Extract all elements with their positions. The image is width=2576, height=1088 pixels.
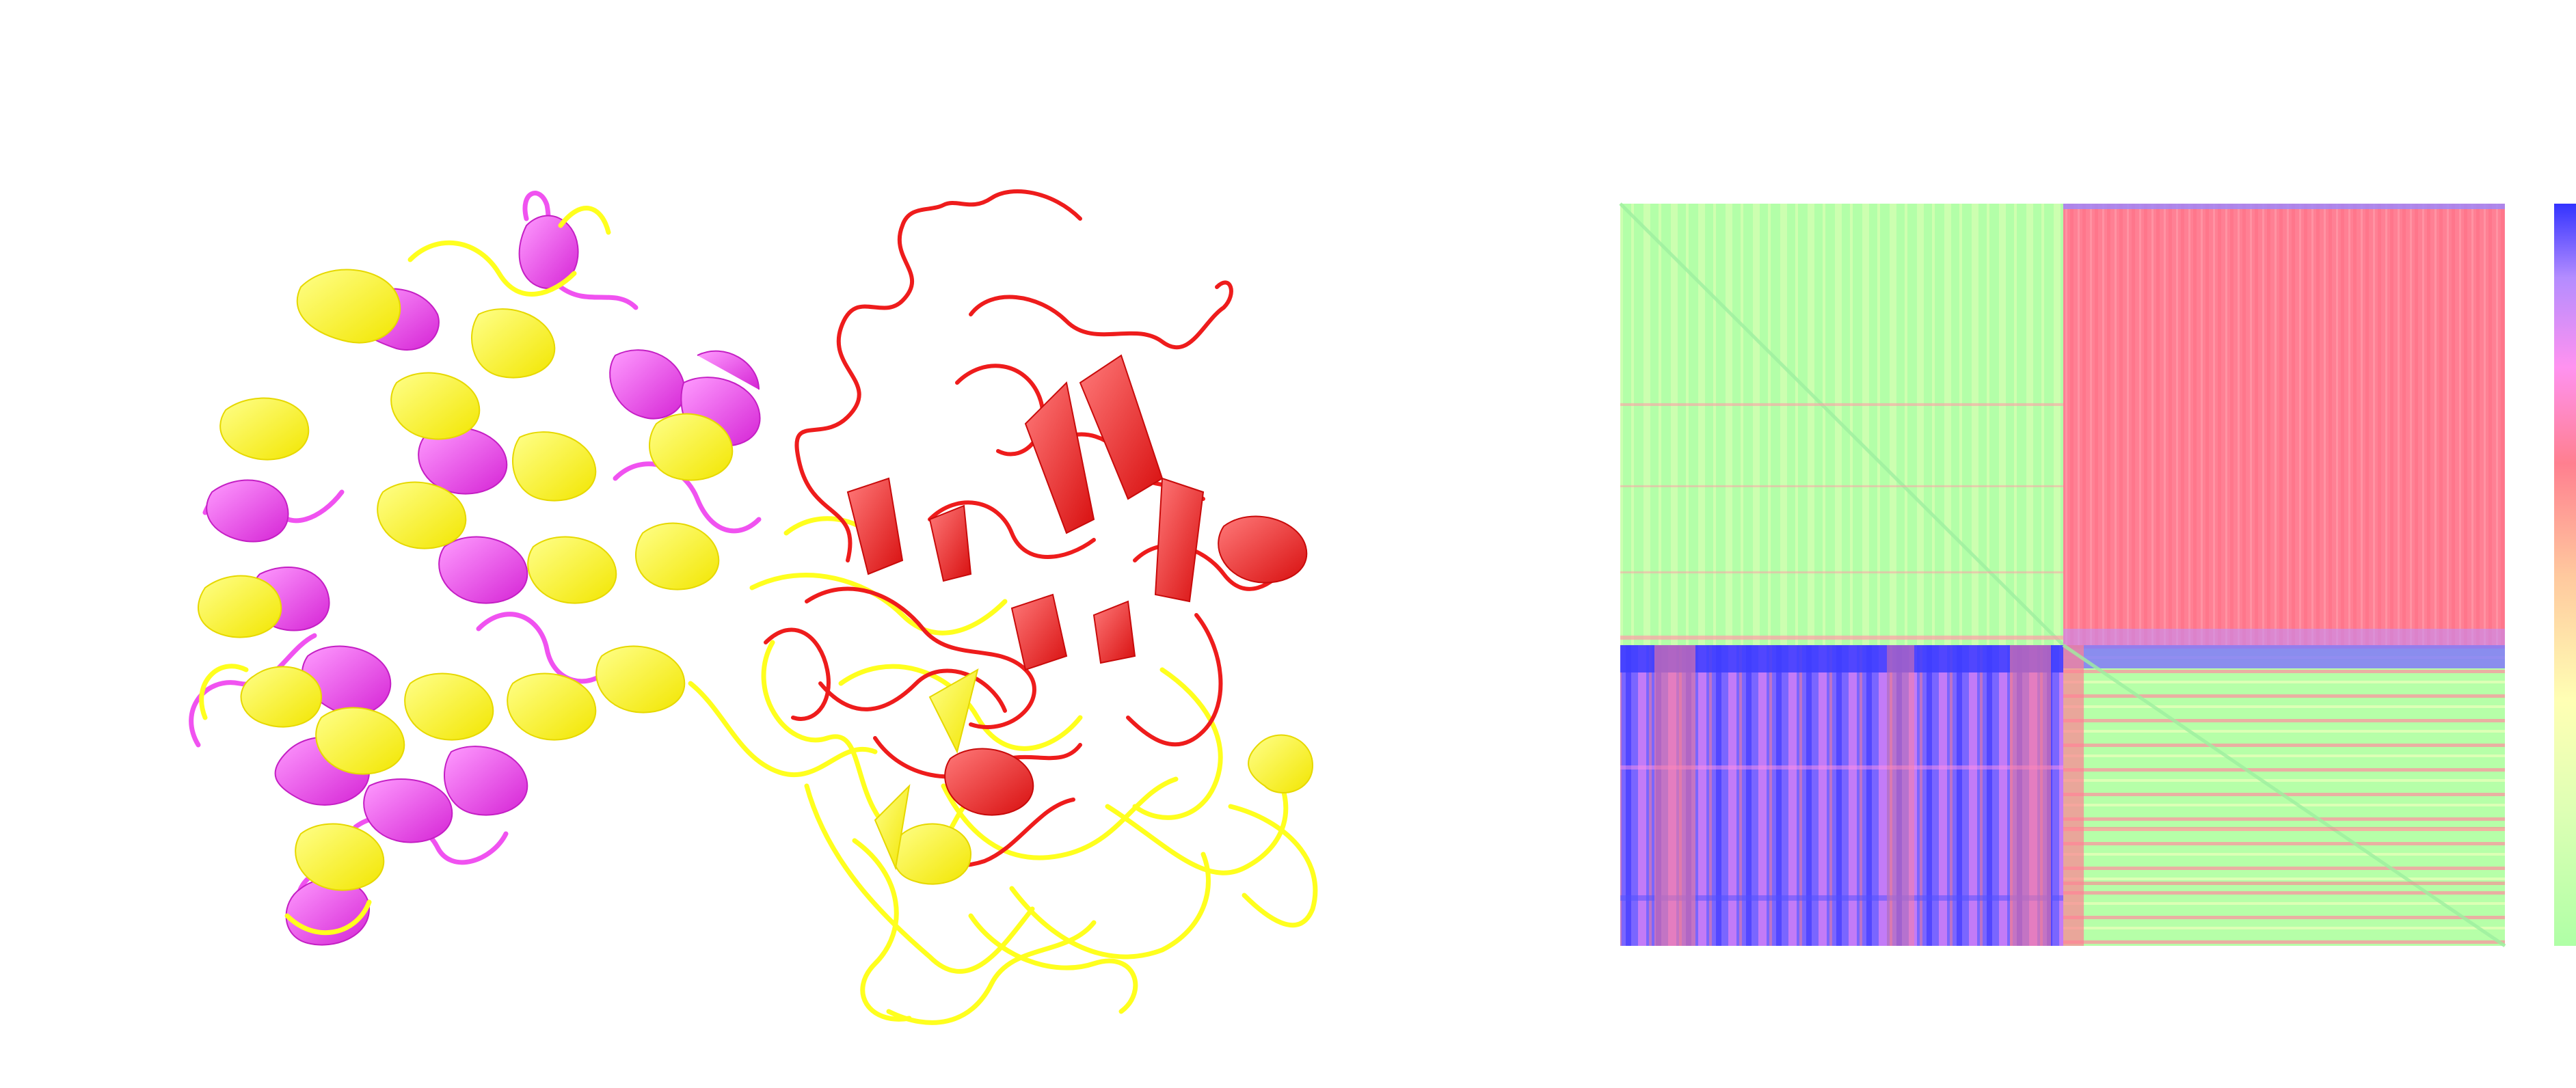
heatmap: [1619, 202, 2506, 948]
chain-c: [764, 189, 1294, 868]
heatmap-block-upper-right: [2063, 204, 2505, 645]
protein-structure-view: [189, 189, 1318, 1025]
distance-matrix-panel: [1504, 0, 2576, 1088]
colorbar: [2554, 204, 2576, 946]
distance-matrix-view: [1619, 202, 2576, 948]
chain-b-helices: [198, 206, 1314, 936]
protein-structure-panel: [189, 189, 1318, 1025]
chain-c-sheets: [846, 354, 1308, 816]
